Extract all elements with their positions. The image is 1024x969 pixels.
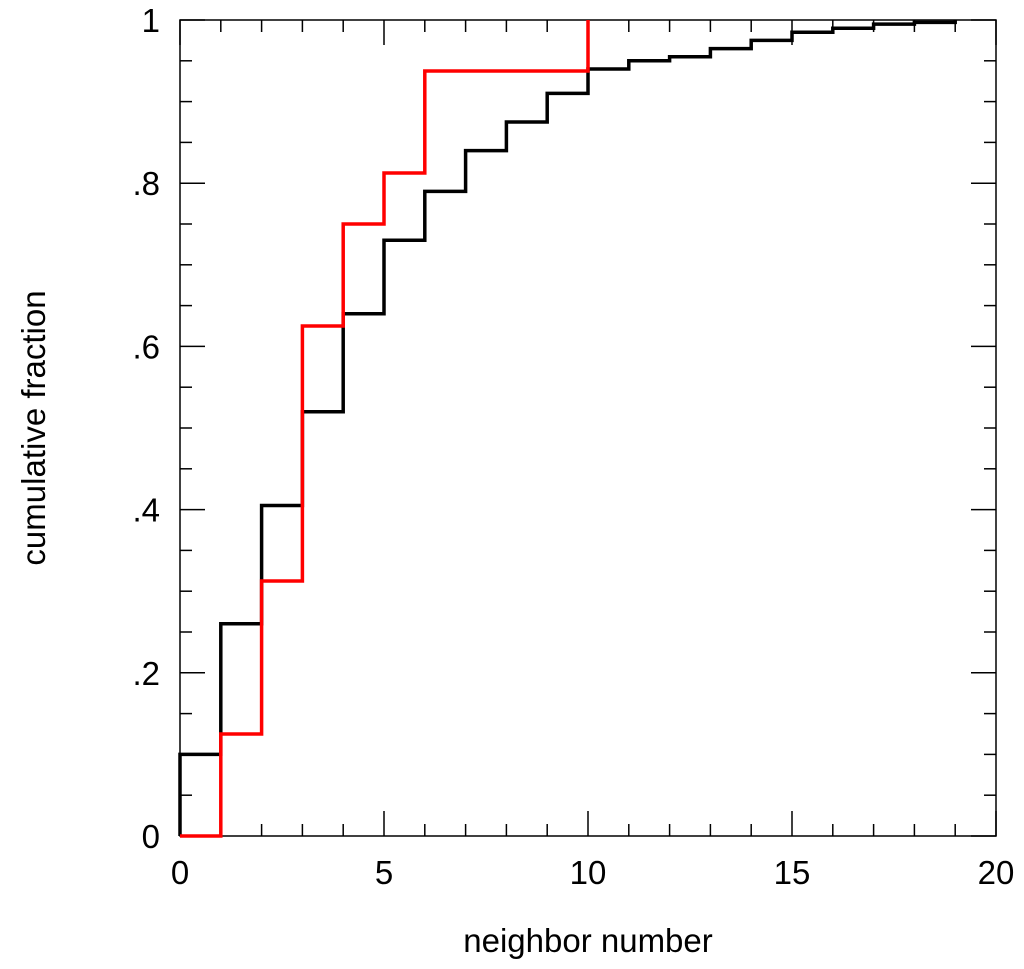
y-tick-label: .8	[132, 165, 160, 202]
x-tick-label: 20	[978, 854, 1015, 891]
x-axis-title: neighbor number	[463, 922, 713, 959]
x-tick-label: 10	[570, 854, 607, 891]
x-tick-label: 15	[774, 854, 811, 891]
series-line-1	[178, 20, 957, 836]
x-tick-label: 5	[375, 854, 393, 891]
y-tick-label: 0	[142, 818, 160, 855]
y-tick-label: .6	[132, 328, 160, 365]
y-axis-title: cumulative fraction	[15, 290, 52, 565]
x-tick-label: 0	[171, 854, 189, 891]
series-line-2	[180, 20, 590, 838]
data-series	[178, 20, 957, 838]
y-tick-label: .4	[132, 492, 160, 529]
y-tick-label: .2	[132, 655, 160, 692]
axis-tick-labels: 0 5 10 15 20 0 .2 .4 .6 .8 1	[132, 2, 1014, 891]
y-tick-label: 1	[142, 2, 160, 39]
